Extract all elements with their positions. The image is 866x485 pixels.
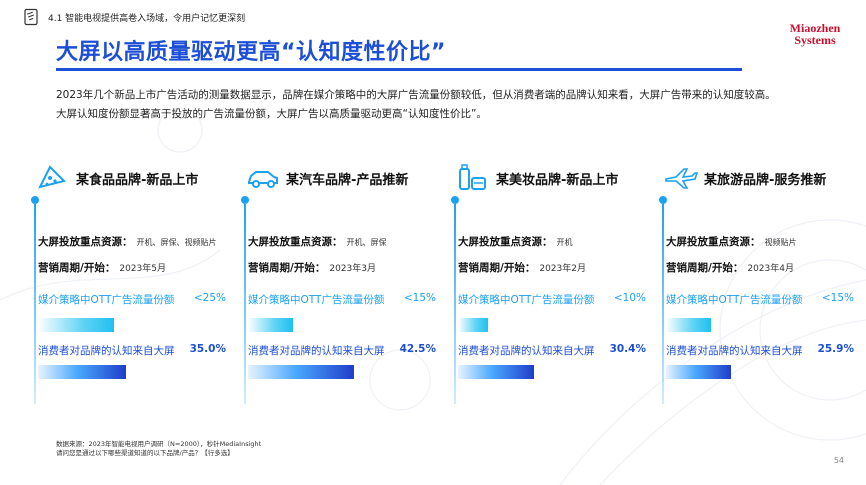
column-header: 某食品品牌-新品上市 [36, 160, 236, 196]
recognition-row: 消费者对品牌的认知来自大屏 25.9% [666, 343, 854, 358]
recognition-bar [666, 365, 731, 379]
intro-line-2: 大屏认知度份额显著高于投放的广告流量份额，大屏广告以高质量驱动更高“认知度性价比… [56, 108, 487, 120]
period-value: 2023年4月 [747, 264, 794, 274]
car-icon [246, 163, 280, 193]
intro-paragraph: 2023年几个新品上市广告活动的测量数据显示，品牌在媒介策略中的大屏广告流量份额… [56, 86, 816, 124]
recognition-value: 35.0% [189, 343, 226, 355]
section-label: 4.1 智能电视提供高卷入场域，令用户记忆更深刻 [48, 13, 246, 24]
recognition-bar [458, 365, 534, 379]
period-label: 营销周期/开始： [666, 262, 744, 274]
period-label: 营销周期/开始： [38, 262, 116, 274]
ott-share-label: 媒介策略中OTT广告流量份额 [248, 294, 385, 306]
timeline-dot [31, 196, 39, 204]
resource-value: 开机、屏保 [346, 238, 387, 247]
pizza-slice-icon [36, 163, 70, 193]
ott-share-value: <15% [403, 292, 436, 304]
campaign-column: 某食品品牌-新品上市 大屏投放重点资源： 开机、屏保、视频贴片 营销周期/开始： 202… [31, 160, 236, 404]
recognition-label: 消费者对品牌的认知来自大屏 [38, 345, 175, 357]
column-title: 某食品品牌-新品上市 [76, 172, 199, 188]
period-row: 营销周期/开始： 2023年4月 [666, 256, 794, 275]
recognition-label: 消费者对品牌的认知来自大屏 [458, 345, 595, 357]
ott-share-value: <25% [193, 292, 226, 304]
ott-share-label: 媒介策略中OTT广告流量份额 [458, 294, 595, 306]
column-header: 某美妆品牌-新品上市 [456, 160, 656, 196]
timeline-line [662, 204, 664, 404]
ott-share-value: <10% [613, 292, 646, 304]
ott-share-row: 媒介策略中OTT广告流量份额 <15% [248, 292, 436, 307]
timeline-line [244, 204, 246, 404]
column-header: 某旅游品牌-服务推新 [664, 160, 864, 196]
timeline-dot [659, 196, 667, 204]
recognition-row: 消费者对品牌的认知来自大屏 30.4% [458, 343, 646, 358]
period-label: 营销周期/开始： [248, 262, 326, 274]
resource-label: 大屏投放重点资源： [248, 236, 343, 248]
column-title: 某旅游品牌-服务推新 [704, 172, 827, 188]
ott-share-bar [248, 318, 293, 332]
ott-share-row: 媒介策略中OTT广告流量份额 <15% [666, 292, 854, 307]
logo-line-2: Systems [794, 33, 836, 47]
period-value: 2023年3月 [329, 264, 376, 274]
recognition-value: 30.4% [609, 343, 646, 355]
notebook-icon [24, 8, 38, 26]
ott-share-bar [38, 318, 114, 332]
column-header: 某汽车品牌-产品推新 [246, 160, 446, 196]
cosmetics-icon [456, 163, 490, 193]
source-note: 数据来源：2023年智能电视用户调研（N=2000），秒针MediaInsigh… [56, 440, 261, 458]
ott-share-value: <15% [821, 292, 854, 304]
period-value: 2023年2月 [539, 264, 586, 274]
period-value: 2023年5月 [119, 264, 166, 274]
ott-share-bar [458, 318, 488, 332]
recognition-row: 消费者对品牌的认知来自大屏 35.0% [38, 343, 226, 358]
resource-row: 大屏投放重点资源： 开机、屏保 [248, 230, 387, 249]
section-header: 4.1 智能电视提供高卷入场域，令用户记忆更深刻 [22, 8, 245, 26]
period-row: 营销周期/开始： 2023年3月 [248, 256, 376, 275]
source-line-1: 数据来源：2023年智能电视用户调研（N=2000），秒针MediaInsigh… [56, 440, 262, 448]
ott-share-row: 媒介策略中OTT广告流量份额 <10% [458, 292, 646, 307]
period-row: 营销周期/开始： 2023年2月 [458, 256, 586, 275]
timeline-dot [451, 196, 459, 204]
ott-share-bar [666, 318, 711, 332]
recognition-row: 消费者对品牌的认知来自大屏 42.5% [248, 343, 436, 358]
recognition-bar [38, 365, 126, 379]
resource-label: 大屏投放重点资源： [666, 236, 761, 248]
logo-line-1: Miaozhen [789, 21, 841, 35]
campaign-column: 某美妆品牌-新品上市 大屏投放重点资源： 开机 营销周期/开始： 2023年2月 媒介策略… [451, 160, 656, 404]
title-underline [56, 68, 742, 71]
timeline-line [34, 204, 36, 404]
resource-value: 开机、屏保、视频贴片 [136, 238, 217, 247]
column-title: 某汽车品牌-产品推新 [286, 172, 409, 188]
source-line-2: 请问您是通过以下哪些渠道知道的以下品牌/产品？【行多选】 [56, 449, 234, 457]
recognition-bar [248, 365, 354, 379]
timeline-line [454, 204, 456, 404]
resource-label: 大屏投放重点资源： [38, 236, 133, 248]
recognition-value: 25.9% [817, 343, 854, 355]
campaign-column: 某汽车品牌-产品推新 大屏投放重点资源： 开机、屏保 营销周期/开始： 2023年3月媒… [241, 160, 446, 404]
ott-share-label: 媒介策略中OTT广告流量份额 [38, 294, 175, 306]
ott-share-label: 媒介策略中OTT广告流量份额 [666, 294, 803, 306]
column-title: 某美妆品牌-新品上市 [496, 172, 619, 188]
resource-row: 大屏投放重点资源： 开机、屏保、视频贴片 [38, 230, 217, 249]
recognition-label: 消费者对品牌的认知来自大屏 [666, 345, 803, 357]
intro-line-1: 2023年几个新品上市广告活动的测量数据显示，品牌在媒介策略中的大屏广告流量份额… [56, 89, 776, 101]
timeline-dot [241, 196, 249, 204]
page-number: 54 [833, 456, 844, 465]
resource-row: 大屏投放重点资源： 开机 [458, 230, 573, 249]
campaign-column: 某旅游品牌-服务推新 大屏投放重点资源： 视频贴片 营销周期/开始： 2023年4月 媒介… [659, 160, 864, 404]
resource-value: 开机 [556, 238, 573, 247]
period-row: 营销周期/开始： 2023年5月 [38, 256, 166, 275]
page-title: 大屏以高质量驱动更高“认知度性价比” [56, 40, 446, 65]
airplane-icon [664, 163, 699, 193]
resource-value: 视频贴片 [764, 238, 797, 247]
resource-label: 大屏投放重点资源： [458, 236, 553, 248]
company-logo: Miaozhen Systems [784, 22, 846, 46]
resource-row: 大屏投放重点资源： 视频贴片 [666, 230, 797, 249]
recognition-value: 42.5% [399, 343, 436, 355]
period-label: 营销周期/开始： [458, 262, 536, 274]
recognition-label: 消费者对品牌的认知来自大屏 [248, 345, 385, 357]
ott-share-row: 媒介策略中OTT广告流量份额 <25% [38, 292, 226, 307]
